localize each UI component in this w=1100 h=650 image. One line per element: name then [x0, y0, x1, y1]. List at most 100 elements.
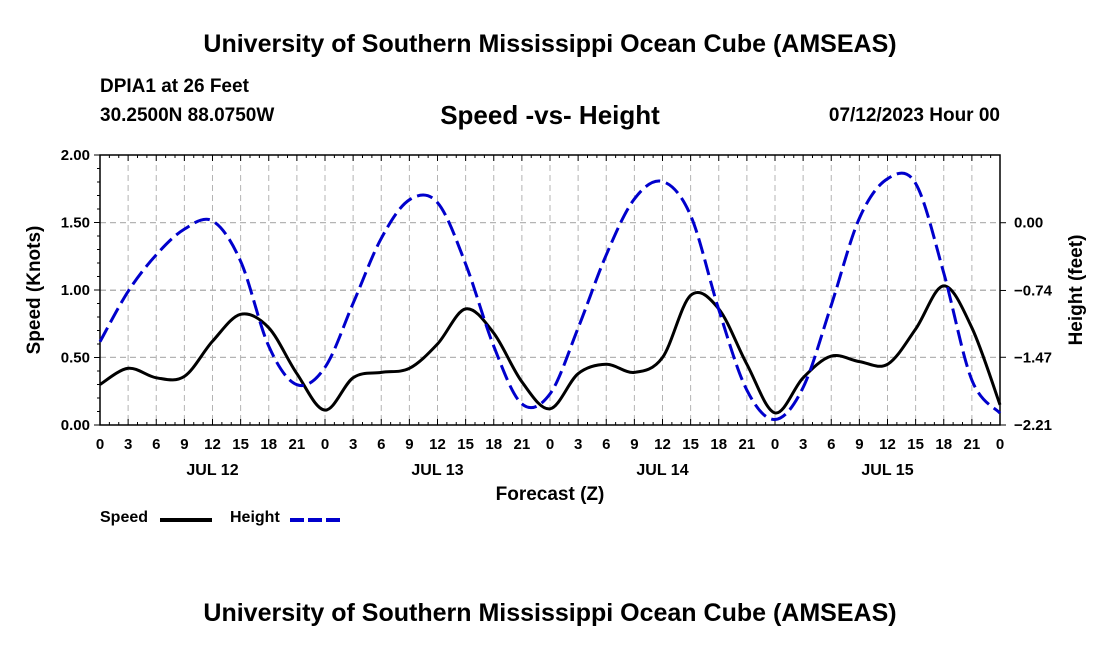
- y-tick-label: 1.50: [61, 215, 90, 232]
- x-tick-label: 12: [429, 436, 446, 453]
- x-tick-label: 6: [827, 436, 835, 453]
- x-tick-label: 0: [96, 436, 104, 453]
- data-point-speed: [267, 326, 270, 329]
- data-point-height: [605, 253, 608, 256]
- data-point-height: [914, 182, 917, 185]
- data-point-height: [155, 253, 158, 256]
- data-point-speed: [999, 403, 1002, 406]
- footer-title: University of Southern Mississippi Ocean…: [203, 599, 897, 627]
- x-tick-label: 15: [232, 436, 249, 453]
- data-point-speed: [577, 372, 580, 375]
- x-tick-label: 0: [996, 436, 1004, 453]
- day-label: JUL 12: [186, 462, 238, 479]
- data-point-height: [211, 219, 214, 222]
- data-point-speed: [914, 328, 917, 331]
- page-title: University of Southern Mississippi Ocean…: [203, 30, 897, 58]
- x-tick-label: 18: [260, 436, 277, 453]
- legend-speed-label: Speed: [100, 509, 149, 526]
- data-point-speed: [745, 363, 748, 366]
- data-point-speed: [774, 411, 777, 414]
- x-axis-label: Forecast (Z): [496, 484, 605, 505]
- data-point-speed: [802, 376, 805, 379]
- data-point-height: [802, 386, 805, 389]
- day-label: JUL 15: [861, 462, 913, 479]
- day-label: JUL 14: [636, 462, 688, 479]
- x-tick-label: 0: [771, 436, 779, 453]
- data-point-height: [577, 327, 580, 330]
- data-point-speed: [211, 340, 214, 343]
- data-point-speed: [408, 367, 411, 370]
- x-tick-label: 21: [514, 436, 531, 453]
- data-point-height: [970, 379, 973, 382]
- y-tick-label: 2.00: [61, 147, 90, 164]
- axes: 0 3 6 9 12 15 18 21 0 3 6 9 12 15 18 21 0 3 6 9 12 15 18 21 0 3 6 9…: [61, 147, 1053, 479]
- data-point-height: [886, 177, 889, 180]
- data-point-speed: [830, 355, 833, 358]
- data-point-height: [999, 412, 1002, 415]
- data-point-height: [633, 197, 636, 200]
- data-point-height: [239, 260, 242, 263]
- series-lines: [98, 171, 1002, 421]
- data-point-height: [774, 418, 777, 421]
- data-point-speed: [324, 409, 327, 412]
- x-tick-label: 18: [935, 436, 952, 453]
- data-point-speed: [520, 380, 523, 383]
- data-point-speed: [661, 356, 664, 359]
- data-point-speed: [295, 372, 298, 375]
- data-point-height: [745, 389, 748, 392]
- station-coordinates: 30.2500N 88.0750W: [100, 105, 275, 126]
- x-tick-label: 15: [457, 436, 474, 453]
- data-point-height: [295, 383, 298, 386]
- data-point-height: [689, 214, 692, 217]
- data-point-height: [717, 308, 720, 311]
- x-tick-label: 12: [204, 436, 221, 453]
- data-point-speed: [605, 363, 608, 366]
- data-point-speed: [239, 313, 242, 316]
- data-point-height: [661, 180, 664, 183]
- data-point-speed: [886, 363, 889, 366]
- data-point-height: [324, 366, 327, 369]
- data-point-speed: [689, 294, 692, 297]
- data-point-speed: [352, 376, 355, 379]
- series-line-speed: [99, 284, 1002, 415]
- x-tick-label: 9: [855, 436, 863, 453]
- x-tick-label: 9: [180, 436, 188, 453]
- station-label: DPIA1 at 26 Feet: [100, 76, 249, 97]
- y2-tick-label: −0.74: [1014, 282, 1053, 299]
- data-point-height: [380, 237, 383, 240]
- x-tick-label: 0: [546, 436, 554, 453]
- series-line-height: [98, 171, 1002, 421]
- data-point-height: [464, 262, 467, 265]
- y2-tick-label: 0.00: [1014, 215, 1043, 232]
- data-point-height: [520, 402, 523, 405]
- data-point-speed: [183, 375, 186, 378]
- x-tick-label: 3: [349, 436, 357, 453]
- data-point-speed: [970, 326, 973, 329]
- x-tick-label: 6: [602, 436, 610, 453]
- data-point-speed: [99, 383, 102, 386]
- data-point-speed: [492, 332, 495, 335]
- data-point-speed: [464, 307, 467, 310]
- x-tick-label: 21: [964, 436, 981, 453]
- data-point-speed: [436, 343, 439, 346]
- data-point-speed: [380, 371, 383, 374]
- data-point-speed: [942, 284, 945, 287]
- x-tick-label: 18: [710, 436, 727, 453]
- y2-tick-label: −2.21: [1014, 417, 1052, 434]
- forecast-run-time: 07/12/2023 Hour 00: [828, 105, 1000, 126]
- x-tick-label: 3: [574, 436, 582, 453]
- y-tick-label: 1.00: [61, 282, 90, 299]
- x-tick-label: 9: [630, 436, 638, 453]
- x-tick-label: 18: [485, 436, 502, 453]
- x-tick-label: 15: [907, 436, 924, 453]
- data-point-height: [492, 345, 495, 348]
- x-tick-label: 21: [289, 436, 306, 453]
- data-point-speed: [127, 367, 130, 370]
- data-point-height: [352, 302, 355, 305]
- data-point-height: [408, 198, 411, 201]
- data-point-height: [942, 272, 945, 275]
- y-tick-label: 0.50: [61, 350, 90, 367]
- legend-height-label: Height: [230, 509, 280, 526]
- data-point-height: [830, 304, 833, 307]
- x-tick-label: 15: [682, 436, 699, 453]
